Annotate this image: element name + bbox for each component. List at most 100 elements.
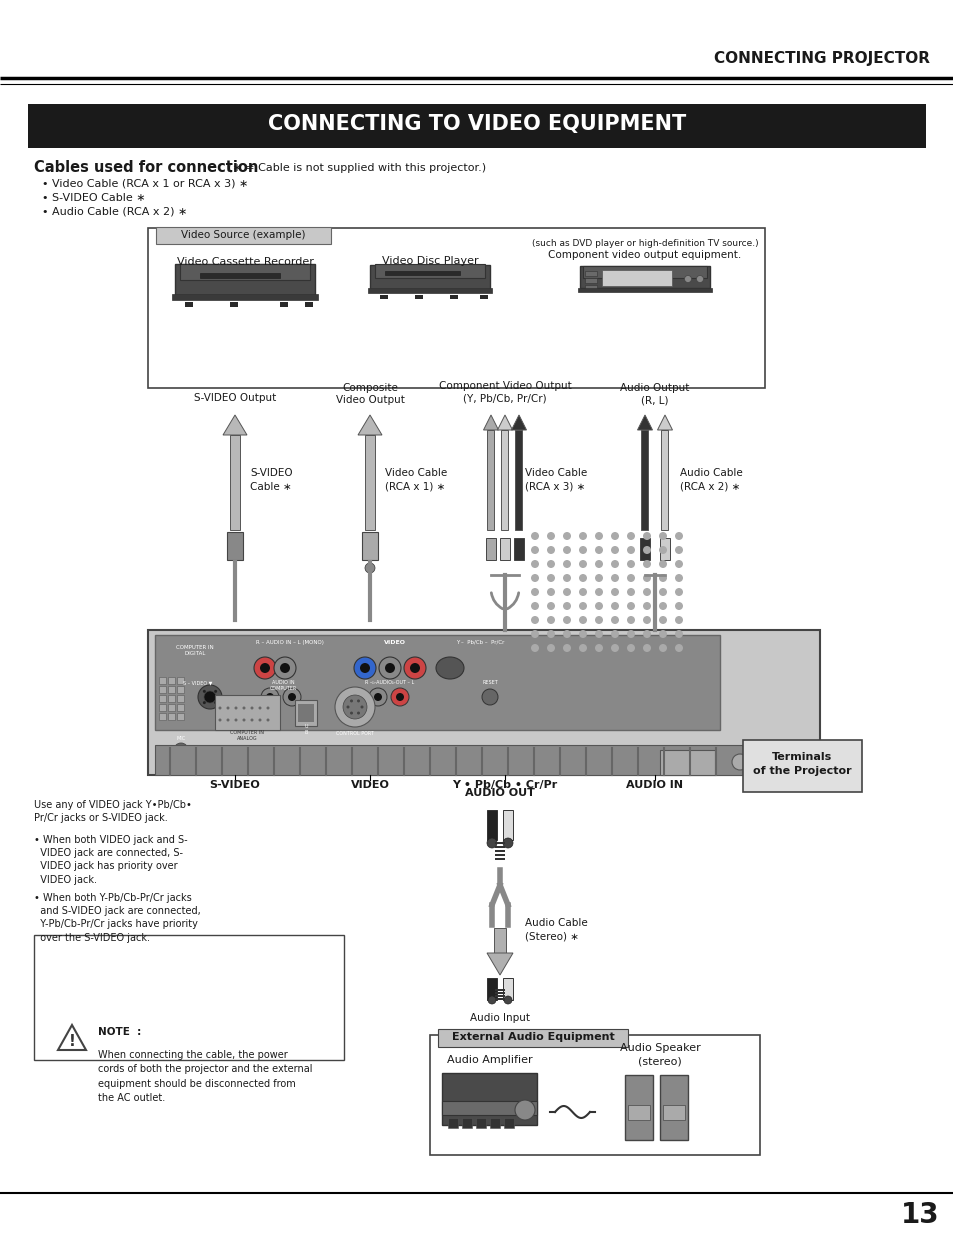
- Bar: [495, 858, 504, 860]
- Text: R –▻AUDIO▻OUT – L: R –▻AUDIO▻OUT – L: [365, 680, 415, 685]
- Bar: [185, 303, 193, 308]
- Circle shape: [486, 839, 497, 848]
- Circle shape: [675, 643, 682, 652]
- Bar: [172, 294, 317, 300]
- Bar: [168, 695, 174, 701]
- Text: Component Video Output
(Y, Pb/Cb, Pr/Cr): Component Video Output (Y, Pb/Cb, Pr/Cr): [438, 380, 571, 403]
- Text: MIC: MIC: [176, 736, 186, 741]
- FancyBboxPatch shape: [742, 740, 862, 792]
- Circle shape: [546, 546, 555, 555]
- Bar: [177, 695, 184, 701]
- Text: • When both VIDEO jack and S-
  VIDEO jack are connected, S-
  VIDEO jack has pr: • When both VIDEO jack and S- VIDEO jack…: [34, 835, 188, 884]
- Circle shape: [562, 574, 571, 582]
- Circle shape: [659, 546, 666, 555]
- Circle shape: [610, 601, 618, 610]
- Text: AUDIO OUT: AUDIO OUT: [464, 788, 535, 798]
- Circle shape: [675, 559, 682, 568]
- Bar: [450, 295, 457, 299]
- Text: • S-VIDEO Cable ∗: • S-VIDEO Cable ∗: [42, 193, 146, 203]
- Text: COMPUTER IN
ANALOG: COMPUTER IN ANALOG: [230, 730, 264, 741]
- Circle shape: [356, 699, 359, 703]
- Bar: [441, 1100, 537, 1115]
- Bar: [639, 538, 649, 559]
- Circle shape: [610, 588, 618, 597]
- Bar: [495, 842, 504, 844]
- Circle shape: [595, 546, 602, 555]
- Bar: [361, 532, 377, 559]
- Text: S-VIDEO
Cable ∗: S-VIDEO Cable ∗: [250, 468, 293, 492]
- Text: CONTROL PORT: CONTROL PORT: [335, 731, 374, 736]
- Circle shape: [578, 546, 586, 555]
- Text: (∗ = Cable is not supplied with this projector.): (∗ = Cable is not supplied with this pro…: [228, 163, 486, 173]
- Bar: [503, 1118, 514, 1128]
- Circle shape: [642, 601, 650, 610]
- Circle shape: [234, 719, 237, 721]
- Circle shape: [642, 588, 650, 597]
- Bar: [479, 295, 488, 299]
- Circle shape: [531, 588, 538, 597]
- Polygon shape: [483, 415, 498, 430]
- Bar: [495, 989, 504, 990]
- Text: (such as DVD player or high-definition TV source.): (such as DVD player or high-definition T…: [531, 238, 758, 247]
- Text: Y –  Pb/Cb –  Pr/Cr: Y – Pb/Cb – Pr/Cr: [456, 640, 503, 645]
- Bar: [437, 1029, 627, 1047]
- Bar: [494, 927, 505, 953]
- Bar: [430, 1035, 760, 1155]
- Bar: [501, 430, 508, 530]
- Circle shape: [283, 688, 301, 706]
- Circle shape: [266, 693, 274, 701]
- Circle shape: [546, 601, 555, 610]
- Text: • Video Cable (RCA x 1 or RCA x 3) ∗: • Video Cable (RCA x 1 or RCA x 3) ∗: [42, 179, 248, 189]
- Circle shape: [610, 574, 618, 582]
- Circle shape: [595, 630, 602, 638]
- Circle shape: [659, 643, 666, 652]
- Circle shape: [218, 706, 221, 709]
- Circle shape: [218, 719, 221, 721]
- Circle shape: [642, 630, 650, 638]
- Text: VIDEO: VIDEO: [384, 640, 406, 645]
- Text: NOTE  :: NOTE :: [98, 1028, 141, 1037]
- Bar: [159, 713, 166, 720]
- Circle shape: [675, 630, 682, 638]
- Circle shape: [578, 532, 586, 540]
- Circle shape: [360, 705, 363, 709]
- Circle shape: [369, 688, 387, 706]
- Text: When connecting the cable, the power
cords of both the projector and the externa: When connecting the cable, the power cor…: [98, 1050, 313, 1103]
- Circle shape: [258, 719, 261, 721]
- Bar: [584, 278, 597, 283]
- Circle shape: [696, 275, 702, 283]
- Circle shape: [642, 616, 650, 624]
- Circle shape: [731, 755, 747, 769]
- Circle shape: [626, 559, 635, 568]
- Circle shape: [562, 532, 571, 540]
- Circle shape: [234, 706, 237, 709]
- Circle shape: [562, 588, 571, 597]
- Bar: [476, 1118, 485, 1128]
- Circle shape: [675, 574, 682, 582]
- Bar: [230, 435, 240, 530]
- Bar: [486, 810, 497, 840]
- Circle shape: [351, 693, 358, 701]
- Bar: [168, 685, 174, 693]
- Circle shape: [546, 616, 555, 624]
- Circle shape: [204, 692, 215, 703]
- Bar: [601, 270, 671, 287]
- Circle shape: [595, 532, 602, 540]
- Circle shape: [578, 616, 586, 624]
- Circle shape: [562, 643, 571, 652]
- Circle shape: [578, 574, 586, 582]
- Polygon shape: [511, 415, 526, 430]
- Bar: [659, 750, 714, 776]
- Circle shape: [642, 546, 650, 555]
- Bar: [305, 303, 313, 308]
- Bar: [154, 745, 774, 776]
- Circle shape: [198, 685, 222, 709]
- Bar: [159, 677, 166, 684]
- Circle shape: [258, 706, 261, 709]
- Bar: [168, 713, 174, 720]
- Bar: [34, 935, 344, 1060]
- Bar: [495, 998, 504, 1000]
- Text: VIDEO: VIDEO: [350, 781, 389, 790]
- Circle shape: [595, 559, 602, 568]
- Polygon shape: [486, 953, 513, 974]
